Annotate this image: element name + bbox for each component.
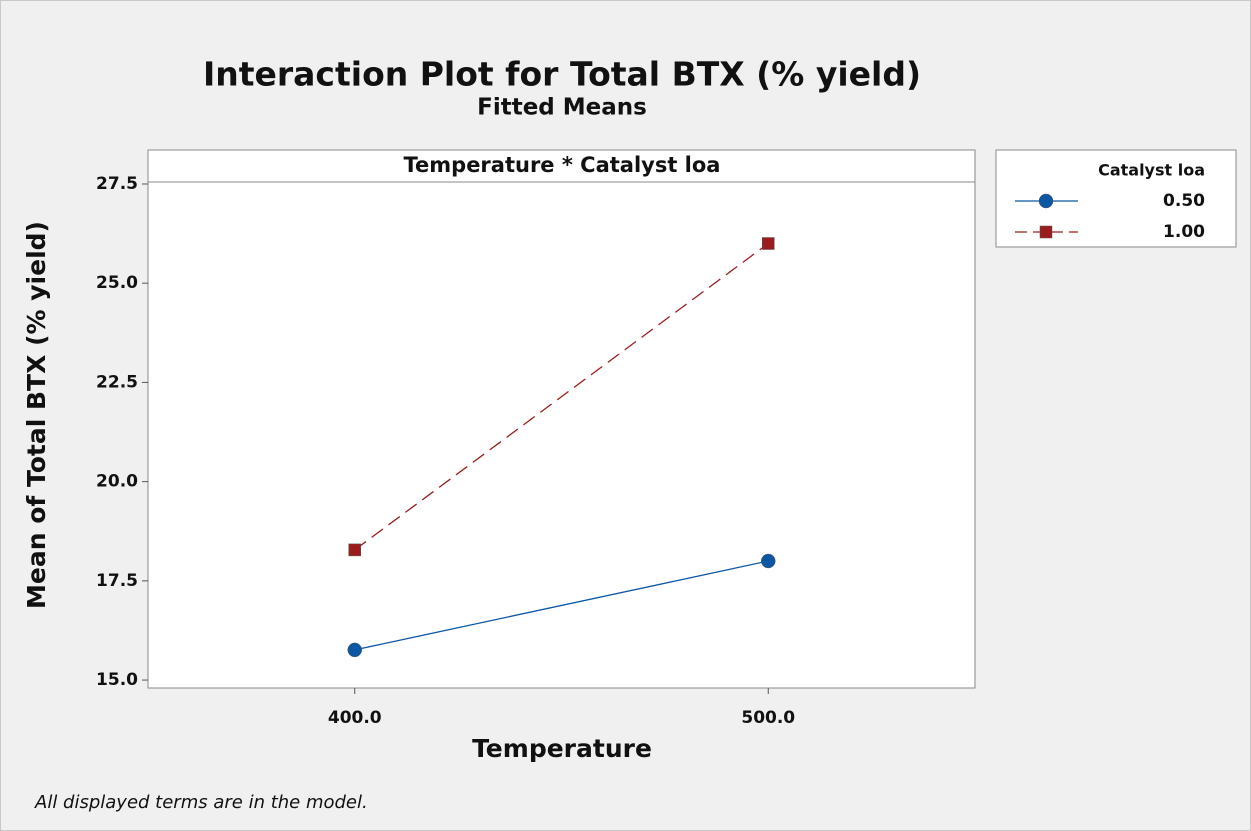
plot-area bbox=[147, 149, 976, 689]
x-tick-label: 500.0 bbox=[741, 708, 795, 728]
legend-box bbox=[995, 149, 1237, 248]
legend-title: Catalyst loa bbox=[1098, 161, 1205, 180]
x-axis-label: Temperature bbox=[472, 734, 652, 763]
y-tick-label: 20.0 bbox=[96, 472, 138, 492]
legend-marker bbox=[1039, 225, 1053, 239]
marker bbox=[761, 553, 776, 569]
y-tick-label: 17.5 bbox=[96, 571, 138, 591]
marker bbox=[347, 642, 362, 658]
series-line bbox=[354, 560, 769, 651]
panel-title: Temperature * Catalyst loa bbox=[404, 153, 721, 177]
y-tick-label: 27.5 bbox=[96, 174, 138, 194]
legend-label: 0.50 bbox=[1163, 191, 1205, 211]
y-axis-label: Mean of Total BTX (% yield) bbox=[22, 221, 51, 609]
y-tick-label: 15.0 bbox=[96, 670, 138, 690]
y-tick-label: 22.5 bbox=[96, 372, 138, 392]
marker bbox=[348, 543, 361, 557]
series-line bbox=[354, 242, 769, 551]
marker bbox=[762, 237, 775, 250]
chart-subtitle: Fitted Means bbox=[477, 95, 647, 121]
x-tick-label: 400.0 bbox=[328, 708, 382, 728]
y-tick-label: 25.0 bbox=[96, 273, 138, 293]
chart-title: Interaction Plot for Total BTX (% yield) bbox=[203, 55, 921, 94]
legend-marker bbox=[1038, 193, 1054, 209]
legend-label: 1.00 bbox=[1163, 222, 1205, 242]
footnote: All displayed terms are in the model. bbox=[34, 792, 368, 813]
